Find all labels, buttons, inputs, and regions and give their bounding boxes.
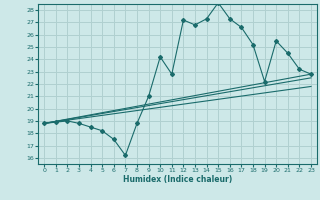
X-axis label: Humidex (Indice chaleur): Humidex (Indice chaleur) xyxy=(123,175,232,184)
